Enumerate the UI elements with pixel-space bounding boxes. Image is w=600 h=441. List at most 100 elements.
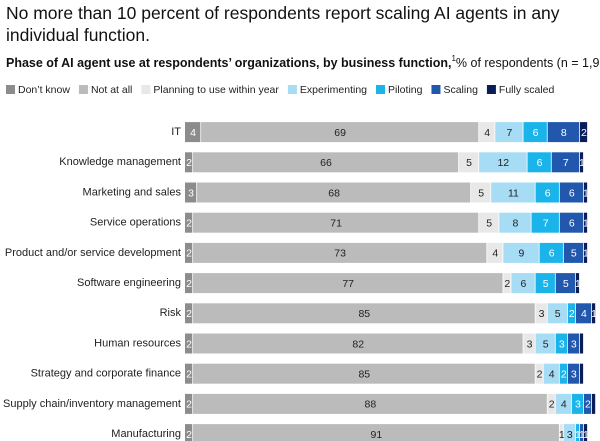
value-label: 12 <box>497 157 509 169</box>
value-label: 8 <box>512 217 518 229</box>
category-label: IT <box>171 126 181 138</box>
value-label: 88 <box>365 399 377 411</box>
bar-segment <box>575 273 580 294</box>
bar-segment <box>579 424 584 441</box>
bar-segment <box>563 424 576 441</box>
bar-segment <box>185 122 201 143</box>
value-label: 5 <box>555 308 561 320</box>
legend-swatch <box>287 85 297 94</box>
bar-segment <box>185 242 193 263</box>
value-label: 73 <box>334 248 346 260</box>
legend-label: Planning to use within year <box>153 84 279 96</box>
legend-label: Piloting <box>388 84 423 96</box>
value-label: 2 <box>186 248 192 260</box>
category-label: Manufacturing <box>111 428 181 440</box>
category-label: Service operations <box>90 217 182 229</box>
bar-segment <box>193 333 523 354</box>
value-label: 8 <box>561 127 567 139</box>
value-label: 7 <box>506 127 512 139</box>
footnote-mark: 1 <box>451 54 456 63</box>
value-label: 6 <box>521 278 527 290</box>
value-label: 1 <box>583 187 589 199</box>
bar-segment <box>185 212 193 233</box>
bar-segment <box>579 363 584 384</box>
value-label: 1 <box>583 248 589 260</box>
legend-label: Fully scaled <box>499 84 555 96</box>
value-label: 3 <box>567 429 573 441</box>
bar-segment <box>583 182 588 203</box>
category-label: Software engineering <box>77 277 181 289</box>
bar-segment <box>583 424 588 441</box>
value-label: 11 <box>508 187 519 199</box>
bar-segment <box>499 212 531 233</box>
bar-segment <box>185 424 193 441</box>
value-label: 2 <box>585 399 591 411</box>
bar-segment <box>547 122 580 143</box>
value-label: 2 <box>537 368 543 380</box>
value-label: 2 <box>504 278 510 290</box>
value-label: 6 <box>537 157 543 169</box>
title-line: No more than 10 percent of respondents r… <box>6 3 560 23</box>
value-label: 2 <box>186 368 192 380</box>
legend-label: Not at all <box>91 84 132 96</box>
bar-segment <box>185 273 193 294</box>
bar-segment <box>535 333 555 354</box>
value-label: 5 <box>543 338 549 350</box>
bar-segment <box>495 122 523 143</box>
bar-segment <box>579 333 584 354</box>
bar-segment <box>201 122 479 143</box>
value-label: 4 <box>484 127 490 139</box>
value-label: 2 <box>186 217 192 229</box>
bar-segment <box>579 122 588 143</box>
bar-segment <box>479 152 527 173</box>
value-label: 6 <box>569 187 575 199</box>
value-label: 4 <box>190 127 196 139</box>
bar-segment <box>567 333 580 354</box>
legend-swatch <box>486 85 496 94</box>
value-label: 9 <box>519 248 525 260</box>
value-label: 1 <box>579 157 585 169</box>
bar-segment <box>547 393 555 414</box>
bar-segment <box>193 152 459 173</box>
bar-segment <box>185 333 193 354</box>
legend-label: Experimenting <box>300 84 367 96</box>
value-label: 4 <box>581 308 587 320</box>
bar-segment <box>555 333 567 354</box>
value-label: 2 <box>569 308 575 320</box>
bar-segment <box>559 212 584 233</box>
value-label: 5 <box>543 278 549 290</box>
bar-segment <box>479 122 495 143</box>
bar-segment <box>193 303 535 324</box>
value-label: 91 <box>371 429 383 441</box>
bar-segment <box>511 273 535 294</box>
value-label: 82 <box>352 338 364 350</box>
value-label: 2 <box>561 368 567 380</box>
value-label: 7 <box>543 217 549 229</box>
bar-segment <box>487 242 503 263</box>
legend-label: Don’t know <box>18 84 70 96</box>
bar-segment <box>471 182 491 203</box>
value-label: 68 <box>328 187 340 199</box>
value-label: 77 <box>342 278 354 290</box>
bar-segment <box>539 242 563 263</box>
bar-segment <box>459 152 479 173</box>
bar-segment <box>185 393 193 414</box>
value-label: 3 <box>575 399 581 411</box>
bar-segment <box>193 212 479 233</box>
value-label: 1 <box>575 278 581 290</box>
value-label: 2 <box>186 278 192 290</box>
bar-segment <box>583 242 588 263</box>
bar-segment <box>567 303 576 324</box>
bar-segment <box>567 363 580 384</box>
bar-segment <box>543 363 559 384</box>
value-label: 3 <box>571 368 577 380</box>
value-label: 2 <box>186 157 192 169</box>
bar-segment <box>193 424 559 441</box>
value-label: 4 <box>492 248 498 260</box>
legend-label: Scaling <box>443 84 478 96</box>
bar-segment <box>197 182 471 203</box>
value-label: 66 <box>320 157 332 169</box>
bar-segment <box>523 333 535 354</box>
